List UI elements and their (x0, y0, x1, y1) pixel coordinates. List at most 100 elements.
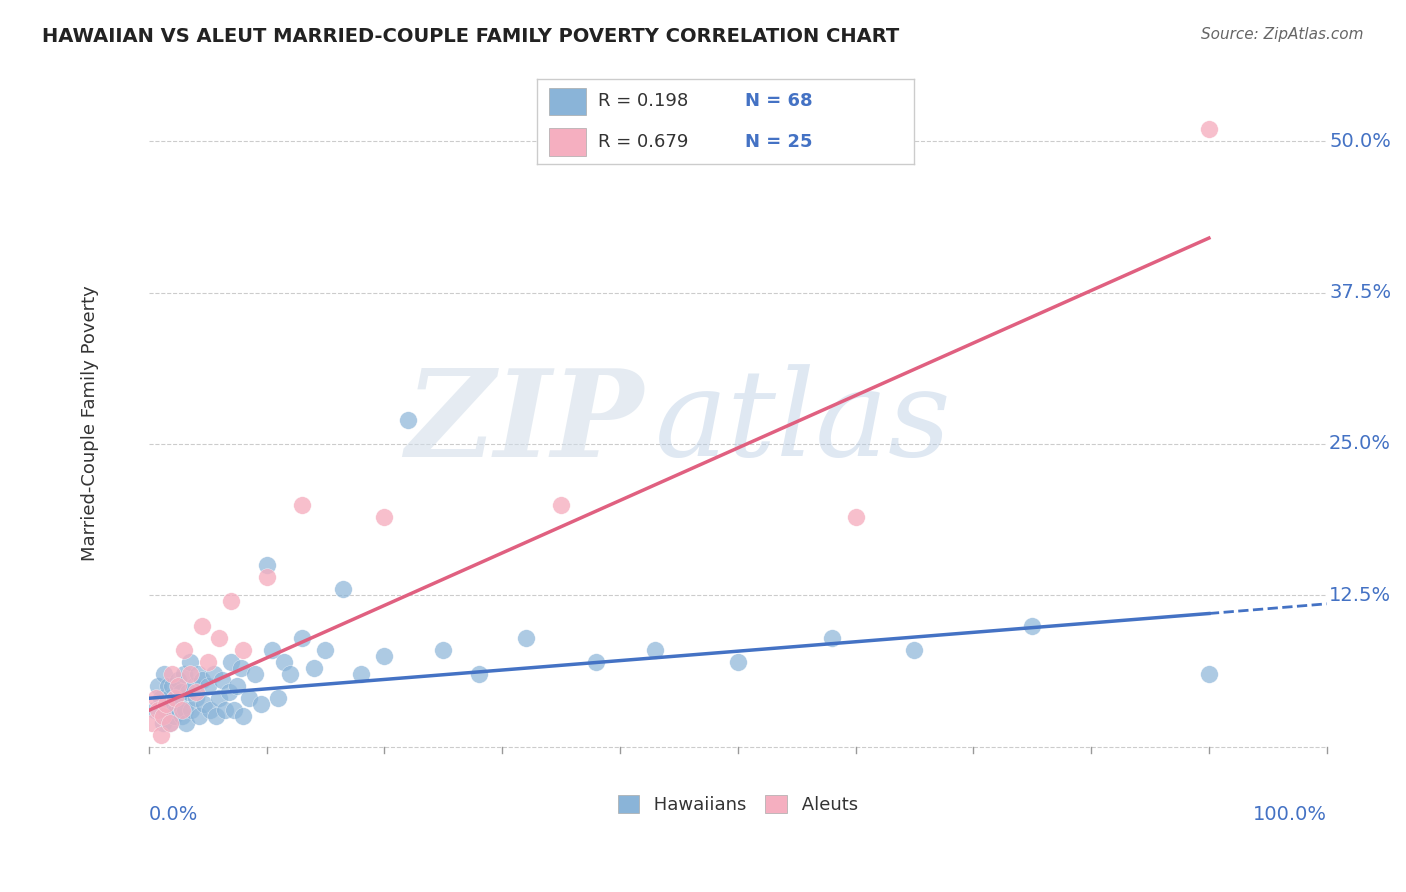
Point (148, 703, 170, 717)
Point (644, 643, 666, 657)
Point (169, 685, 191, 699)
Point (143, 703, 166, 717)
Point (467, 667, 489, 681)
Text: 25.0%: 25.0% (1329, 434, 1391, 453)
Point (152, 715, 174, 730)
Point (1198, 122, 1220, 136)
Point (149, 728, 172, 742)
Point (550, 498, 572, 512)
Point (219, 594, 242, 608)
Point (157, 691, 180, 706)
Text: atlas: atlas (655, 364, 952, 482)
Text: Source: ZipAtlas.com: Source: ZipAtlas.com (1201, 27, 1364, 42)
Point (1021, 618, 1043, 632)
Text: 12.5%: 12.5% (1329, 586, 1391, 605)
Point (163, 691, 186, 706)
Legend:  Hawaiians,  Aleuts: Hawaiians, Aleuts (610, 788, 865, 822)
Point (155, 698, 177, 712)
Point (174, 703, 197, 717)
Point (173, 643, 195, 657)
Point (183, 679, 205, 693)
Text: 0.0%: 0.0% (149, 805, 198, 824)
Text: HAWAIIAN VS ALEUT MARRIED-COUPLE FAMILY POVERTY CORRELATION CHART: HAWAIIAN VS ALEUT MARRIED-COUPLE FAMILY … (42, 27, 900, 45)
Point (170, 703, 193, 717)
Point (226, 679, 249, 693)
Point (176, 685, 198, 699)
Point (903, 643, 925, 657)
Point (314, 643, 336, 657)
Point (585, 655, 607, 669)
Point (232, 643, 254, 657)
Point (205, 709, 228, 723)
Point (350, 667, 373, 681)
Point (145, 691, 167, 706)
Point (159, 715, 181, 730)
Point (291, 498, 314, 512)
Point (332, 582, 354, 597)
Point (256, 558, 278, 572)
Point (163, 691, 186, 706)
Text: 37.5%: 37.5% (1329, 283, 1391, 302)
Point (211, 673, 233, 687)
Point (191, 673, 214, 687)
Point (153, 667, 176, 681)
Point (219, 655, 242, 669)
Point (208, 631, 231, 645)
Point (273, 655, 295, 669)
Point (262, 643, 284, 657)
Point (149, 691, 172, 706)
Point (167, 673, 190, 687)
Point (432, 643, 454, 657)
Point (176, 715, 198, 730)
Point (229, 661, 252, 675)
Point (179, 667, 201, 681)
Point (162, 679, 184, 693)
Point (291, 631, 314, 645)
Point (208, 691, 231, 706)
Point (267, 691, 290, 706)
Point (373, 648, 395, 663)
Point (159, 715, 181, 730)
Point (141, 715, 163, 730)
Point (152, 709, 174, 723)
Point (179, 655, 201, 669)
Point (155, 703, 177, 717)
Point (191, 618, 214, 632)
Point (188, 709, 211, 723)
Point (184, 685, 207, 699)
Point (214, 703, 236, 717)
Point (821, 631, 844, 645)
Point (256, 570, 278, 584)
Point (727, 655, 749, 669)
Point (844, 509, 866, 524)
Point (249, 698, 271, 712)
Point (198, 703, 221, 717)
Text: ZIP: ZIP (405, 364, 644, 482)
Point (167, 679, 190, 693)
Point (515, 631, 537, 645)
Point (302, 661, 325, 675)
Point (243, 667, 266, 681)
Point (180, 703, 202, 717)
Point (160, 698, 183, 712)
Point (187, 667, 209, 681)
Point (222, 703, 245, 717)
Point (1198, 667, 1220, 681)
Point (202, 667, 225, 681)
Point (148, 679, 170, 693)
Point (170, 709, 193, 723)
Point (156, 679, 179, 693)
Point (173, 667, 195, 681)
Point (278, 667, 301, 681)
Point (169, 698, 191, 712)
Text: 50.0%: 50.0% (1329, 132, 1391, 151)
Point (165, 703, 187, 717)
Point (197, 655, 219, 669)
Point (373, 509, 395, 524)
Point (162, 667, 184, 681)
Point (197, 679, 219, 693)
Text: 100.0%: 100.0% (1253, 805, 1327, 824)
Point (193, 698, 215, 712)
Point (396, 413, 419, 427)
Point (184, 691, 207, 706)
